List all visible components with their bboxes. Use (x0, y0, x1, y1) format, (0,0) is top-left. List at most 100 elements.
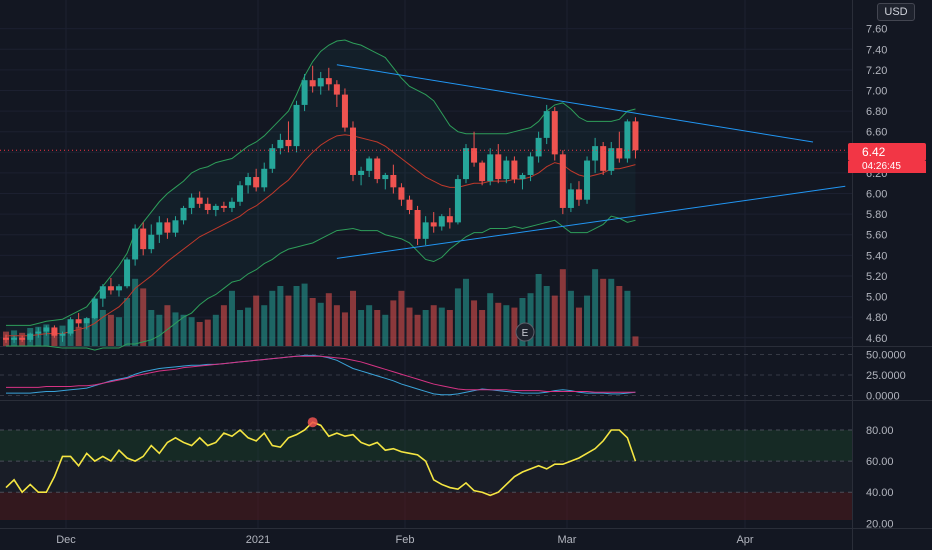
oscillator-tick-label: 20.00 (866, 518, 894, 530)
candle-body (164, 222, 171, 233)
currency-label[interactable]: USD (877, 3, 915, 21)
candle-body (503, 160, 510, 180)
candle-body (341, 94, 348, 128)
volume-bar (107, 314, 114, 346)
candle-body (616, 148, 623, 159)
bollinger-lower-line (6, 215, 636, 351)
volume-bar (454, 288, 461, 346)
volume-bar (301, 283, 308, 346)
candle-body (67, 319, 74, 334)
earnings-marker[interactable]: E (515, 322, 535, 342)
candle-body (180, 207, 187, 221)
volume-bar (132, 278, 139, 346)
time-axis[interactable]: Dec 2021 Feb Mar Apr (56, 534, 754, 546)
volume-bar (358, 310, 365, 346)
candle-body (511, 160, 518, 180)
price-tick-label: 5.20 (866, 271, 887, 283)
volume-bar (487, 293, 494, 346)
candle-body (277, 139, 284, 149)
candle-body (220, 205, 227, 208)
volume-bar (261, 305, 268, 346)
volume-bar (172, 312, 179, 346)
volume-bar (124, 298, 131, 346)
volume-bar (309, 298, 316, 346)
volume-bar (212, 314, 219, 346)
candle-body (333, 84, 340, 95)
volume-bar (366, 305, 373, 346)
volume-bars (3, 269, 639, 346)
price-tick-label: 7.00 (866, 85, 887, 97)
candle-body (519, 174, 526, 180)
volume-bar (156, 314, 163, 346)
price-tick-label: 6.00 (866, 189, 887, 201)
candle-body (261, 168, 268, 188)
volume-bar (180, 314, 187, 346)
overbought-zone (0, 430, 852, 462)
volume-bar (600, 278, 607, 346)
candle-body (285, 139, 292, 147)
candle-body (3, 337, 9, 340)
candle-body (317, 78, 324, 87)
candle-body (43, 327, 50, 332)
bollinger-upper-line (6, 39, 636, 326)
candle-body (430, 222, 437, 227)
candle-body (35, 331, 42, 334)
volume-bar (285, 295, 292, 346)
volume-bar (83, 323, 90, 346)
candle-body (228, 201, 235, 208)
candle-body (253, 177, 260, 188)
price-tick-label: 5.80 (866, 209, 887, 221)
volume-bar (584, 295, 591, 346)
candle-body (115, 286, 122, 291)
candle-body (196, 197, 203, 204)
volume-bar (148, 310, 155, 346)
candle-body (83, 318, 90, 324)
candle-body (212, 205, 219, 210)
candle-body (535, 137, 542, 157)
candle-body (309, 80, 316, 87)
volume-bar (341, 312, 348, 346)
candle-body (446, 216, 453, 223)
volume-bar (237, 310, 244, 346)
volume-bar (164, 305, 171, 346)
candle-body (567, 189, 574, 208)
candle-body (390, 174, 397, 188)
oscillator-tick-label: 60.00 (866, 456, 894, 468)
candle-body (495, 154, 502, 180)
volume-bar (390, 300, 397, 346)
volume-bar (91, 302, 98, 346)
volume-bar (228, 290, 235, 346)
volume-bar (624, 290, 631, 346)
candle-body (11, 337, 18, 340)
candle-body (600, 146, 607, 171)
candle-body (188, 197, 195, 208)
candle-body (559, 154, 566, 208)
volume-bar (592, 269, 599, 346)
volume-bar (99, 310, 106, 346)
candle-body (148, 234, 155, 250)
price-tick-label: 4.60 (866, 333, 887, 345)
candle-body (132, 228, 139, 260)
earnings-marker-label: E (522, 328, 529, 339)
trendlines[interactable] (336, 64, 846, 259)
candle-body (632, 121, 639, 151)
oscillator-tick-label: 80.00 (866, 425, 894, 437)
volume-bar (398, 290, 405, 346)
candle-body (293, 104, 300, 147)
candle-body (422, 222, 429, 239)
price-tick-label: 6.80 (866, 106, 887, 118)
candle-body (624, 121, 631, 159)
time-tick-label: Apr (736, 534, 753, 546)
volume-bar (503, 305, 510, 346)
volume-bar (535, 274, 542, 346)
price-tick-label: 7.60 (866, 24, 887, 36)
volume-bar (317, 302, 324, 346)
candlesticks (3, 65, 639, 343)
volume-bar (575, 307, 582, 346)
volume-bar (293, 286, 300, 346)
candle-body (27, 333, 34, 340)
volume-bar (253, 295, 260, 346)
indicator-tick-label: 0.0000 (866, 391, 900, 403)
volume-bar (406, 307, 413, 346)
